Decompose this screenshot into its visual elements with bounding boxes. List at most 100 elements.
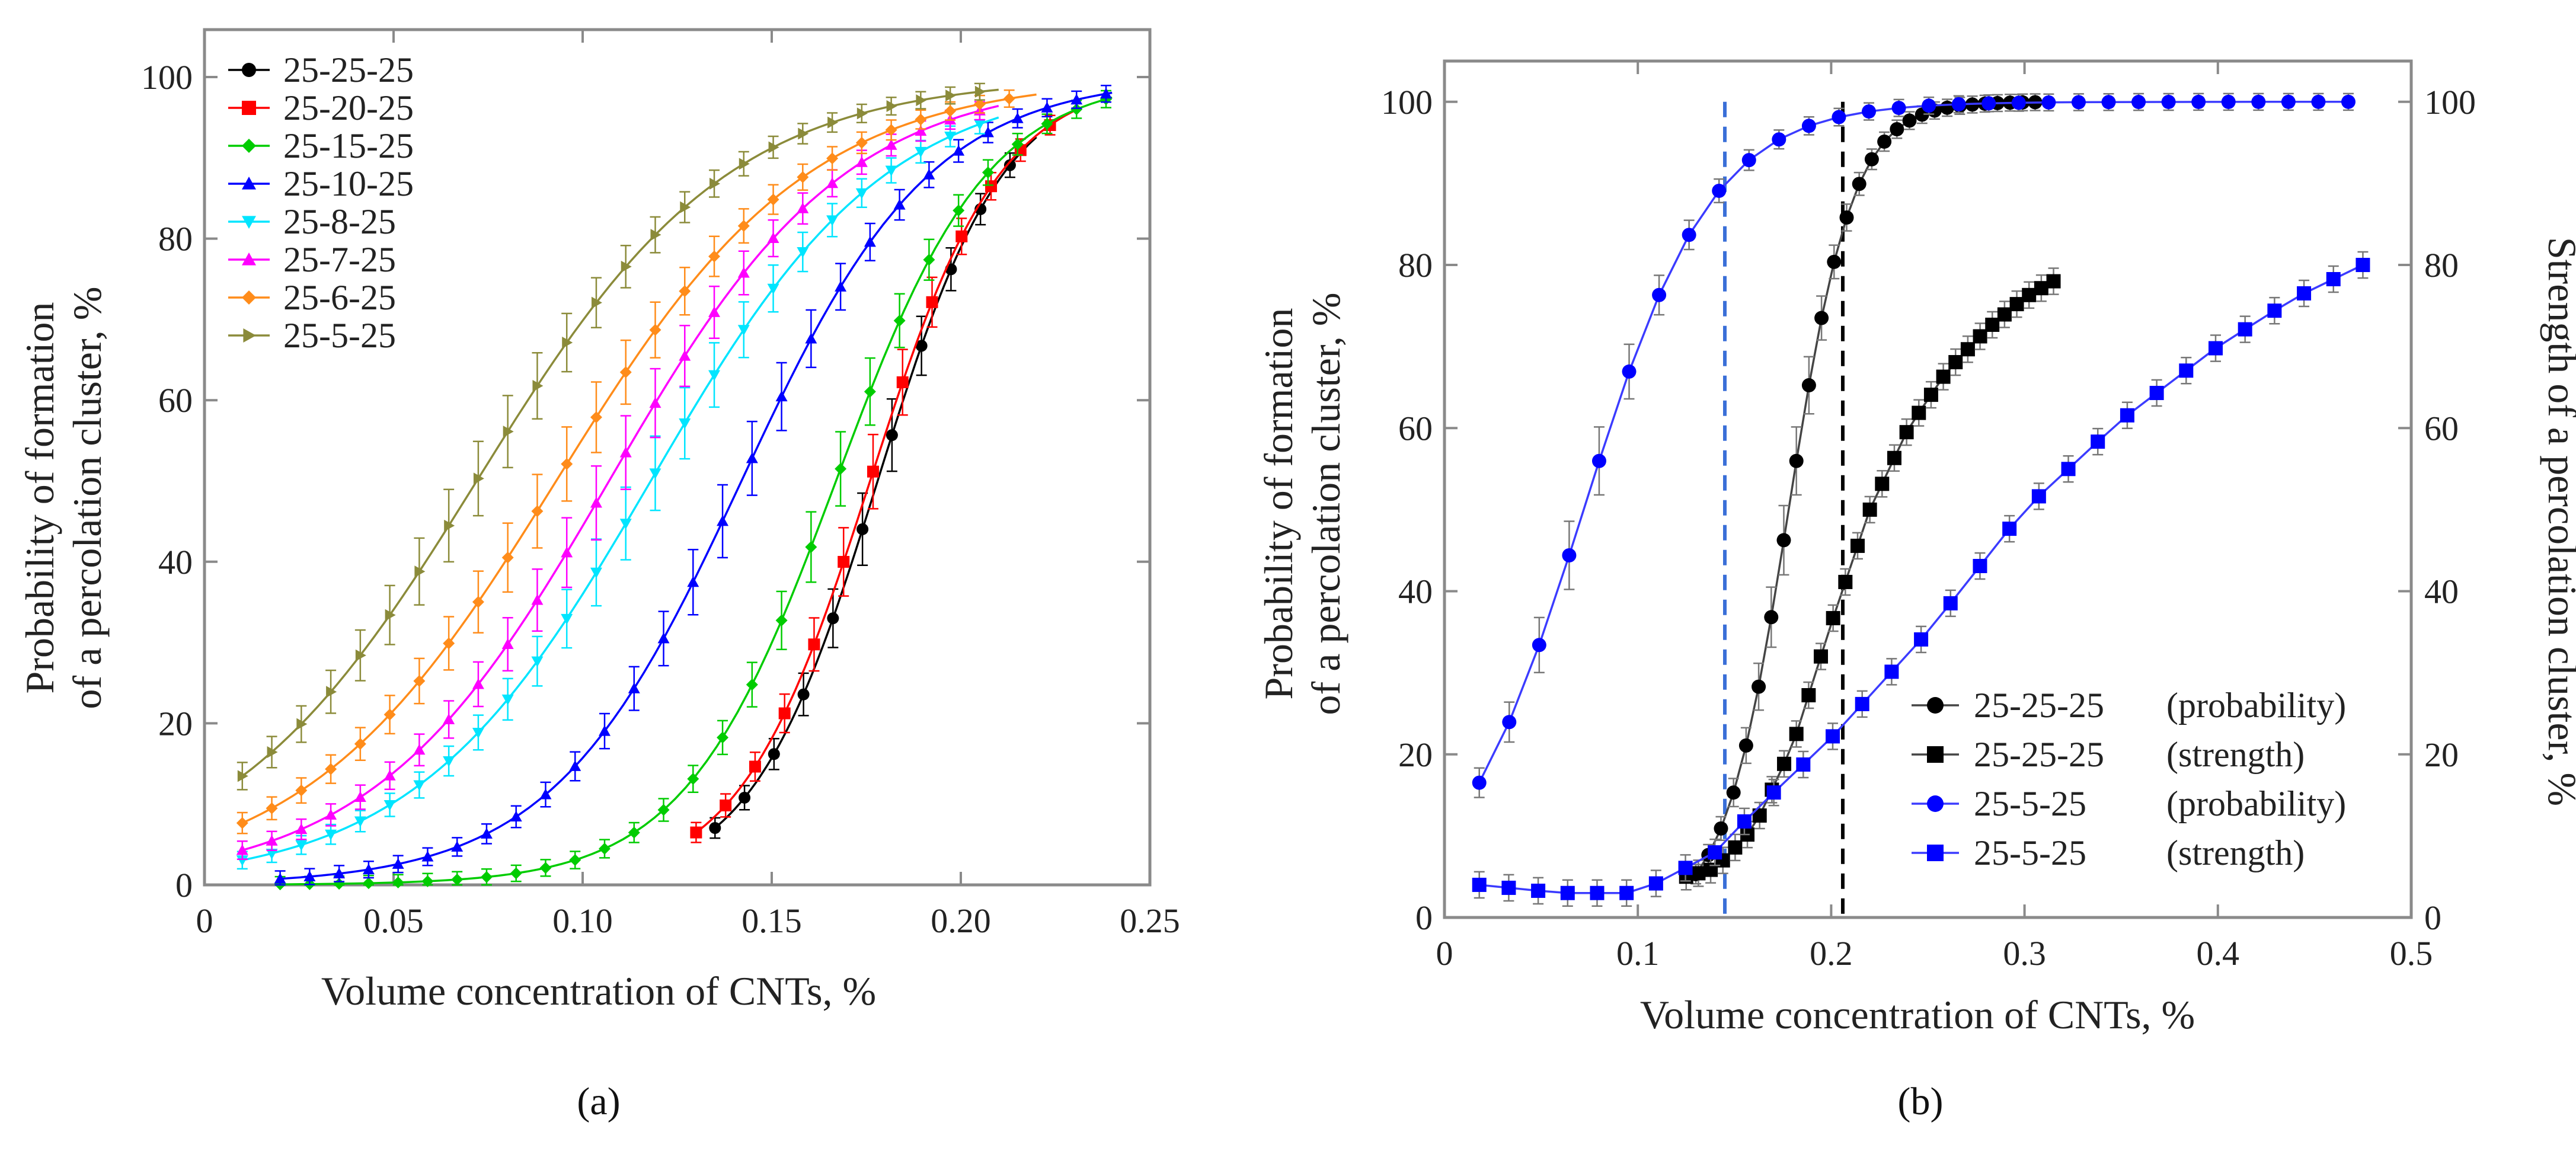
panel-a-point bbox=[1070, 103, 1083, 116]
panel-a-point bbox=[413, 744, 426, 755]
panel-a-point bbox=[561, 458, 573, 470]
panel-b-legend: 25-25-25 (probability) 25-25-25 (strength) 2… bbox=[1912, 686, 2346, 872]
panel-b-point bbox=[2031, 489, 2046, 504]
panel-b-point bbox=[1951, 97, 1966, 111]
panel-b-point bbox=[1776, 533, 1791, 548]
panel-a-point bbox=[985, 180, 998, 193]
panel-b-point bbox=[1877, 134, 1892, 149]
panel-b-point bbox=[2341, 94, 2356, 109]
panel-a-point bbox=[798, 127, 809, 140]
panel-a-point bbox=[501, 694, 514, 705]
panel-a-point bbox=[628, 826, 640, 839]
panel-b-point bbox=[1862, 104, 1877, 119]
panel-a-point bbox=[708, 370, 721, 381]
panel-a-line-25-15-25 bbox=[280, 96, 1113, 885]
panel-b-point bbox=[1728, 840, 1743, 855]
panel-b-point bbox=[2161, 94, 2176, 109]
panel-a-point bbox=[973, 119, 986, 130]
panel-a-y-axis-label-line2: of a percolation cluster, % bbox=[65, 287, 110, 709]
panel-a-point bbox=[982, 126, 994, 138]
panel-a-legend-label: 25-7-25 bbox=[283, 240, 396, 279]
panel-a-point bbox=[835, 463, 847, 475]
panel-b-threshold-lines bbox=[1722, 101, 1845, 917]
panel-a-point bbox=[826, 152, 839, 165]
panel-b-y-tick-label: 20 bbox=[1398, 736, 1433, 774]
panel-a-legend-label: 25-15-25 bbox=[283, 126, 414, 165]
panel-b-x-tick-label: 0 bbox=[1436, 934, 1453, 973]
panel-b-legend-label: 25-25-25 bbox=[1974, 735, 2104, 774]
panel-a-point bbox=[767, 193, 779, 206]
panel-a-legend-marker bbox=[242, 177, 256, 190]
panel-b-point bbox=[2009, 297, 2024, 312]
panel-a-line-25-20-25 bbox=[695, 110, 1075, 833]
panel-a-point bbox=[739, 158, 750, 170]
panel-b-legend-label: 25-25-25 bbox=[1974, 686, 2104, 725]
panel-a-point bbox=[768, 748, 780, 760]
panel-b-point bbox=[2208, 341, 2223, 356]
panel-a-point bbox=[539, 862, 552, 874]
panel-b-point bbox=[1922, 98, 1936, 113]
panel-a-point bbox=[737, 220, 750, 232]
panel-a-point bbox=[1003, 159, 1016, 171]
panel-b-point bbox=[1619, 885, 1634, 900]
panel-a-point bbox=[266, 848, 278, 859]
panel-a-point bbox=[835, 280, 847, 292]
panel-a-point bbox=[855, 136, 868, 149]
panel-a-point bbox=[561, 613, 573, 625]
panel-a-point bbox=[325, 808, 337, 820]
panel-b-point bbox=[1981, 96, 1996, 111]
panel-b-point bbox=[1648, 876, 1663, 891]
panel-a-point bbox=[679, 285, 691, 298]
panel-a-point bbox=[503, 426, 514, 438]
panel-a-point bbox=[886, 100, 897, 113]
panel-b-point bbox=[1796, 757, 1811, 772]
panel-b-point bbox=[2101, 95, 2116, 110]
panel-b-point bbox=[2034, 281, 2048, 296]
panel-a-point bbox=[826, 177, 839, 188]
panel-b-point bbox=[1752, 679, 1766, 694]
panel-b-point bbox=[1838, 574, 1853, 589]
panel-a-point bbox=[591, 296, 602, 309]
panel-a-point bbox=[1003, 92, 1015, 105]
panel-b-point bbox=[1973, 329, 1987, 344]
panel-a-point bbox=[767, 232, 779, 244]
panel-a-point bbox=[619, 446, 632, 458]
panel-a-point bbox=[561, 546, 573, 558]
panel-a-point bbox=[737, 267, 750, 278]
panel-b-point bbox=[1912, 405, 1926, 420]
panel-a-point bbox=[680, 201, 691, 213]
panel-a-point bbox=[236, 855, 248, 867]
panel-a-point bbox=[237, 770, 248, 782]
panel-a-point bbox=[746, 452, 758, 463]
panel-a-point bbox=[569, 760, 581, 771]
panel-b-x-tick-label: 0.2 bbox=[1810, 934, 1853, 973]
panel-a-point bbox=[325, 829, 337, 840]
panel-a-legend-marker bbox=[242, 216, 256, 229]
panel-b-point bbox=[1862, 502, 1877, 517]
panel-a-point bbox=[444, 519, 455, 532]
panel-b-legend-tag: (strength) bbox=[2166, 833, 2305, 872]
panel-a-point bbox=[296, 718, 308, 730]
panel-a-point bbox=[619, 519, 632, 530]
panel-a-line-25-8-25 bbox=[242, 116, 999, 862]
panel-b-legend-tag: (strength) bbox=[2166, 735, 2305, 774]
panel-b-point bbox=[2356, 258, 2370, 273]
panel-b-point bbox=[2179, 363, 2194, 378]
panel-b-point bbox=[1923, 388, 1938, 402]
panel-a-point bbox=[354, 791, 366, 802]
panel-a-point bbox=[628, 682, 640, 693]
panel-b-point bbox=[2131, 95, 2146, 110]
panel-a-point bbox=[590, 497, 602, 508]
panel-a-point bbox=[775, 391, 788, 402]
panel-a-point bbox=[266, 835, 278, 846]
panel-b-x-tick-label: 0.3 bbox=[2003, 934, 2046, 973]
panel-a-y-tick-label: 100 bbox=[141, 58, 193, 97]
panel-a-line-25-6-25 bbox=[242, 93, 1037, 824]
panel-b-point bbox=[1827, 254, 1842, 269]
panel-a-point bbox=[737, 325, 750, 336]
panel-b-point bbox=[1764, 610, 1779, 625]
panel-a-point bbox=[709, 821, 721, 834]
panel-b-y-tick-label: 40 bbox=[1398, 573, 1433, 611]
panel-a-legend-label: 25-25-25 bbox=[283, 50, 414, 89]
panel-a-series-25-5-25 bbox=[236, 82, 999, 791]
